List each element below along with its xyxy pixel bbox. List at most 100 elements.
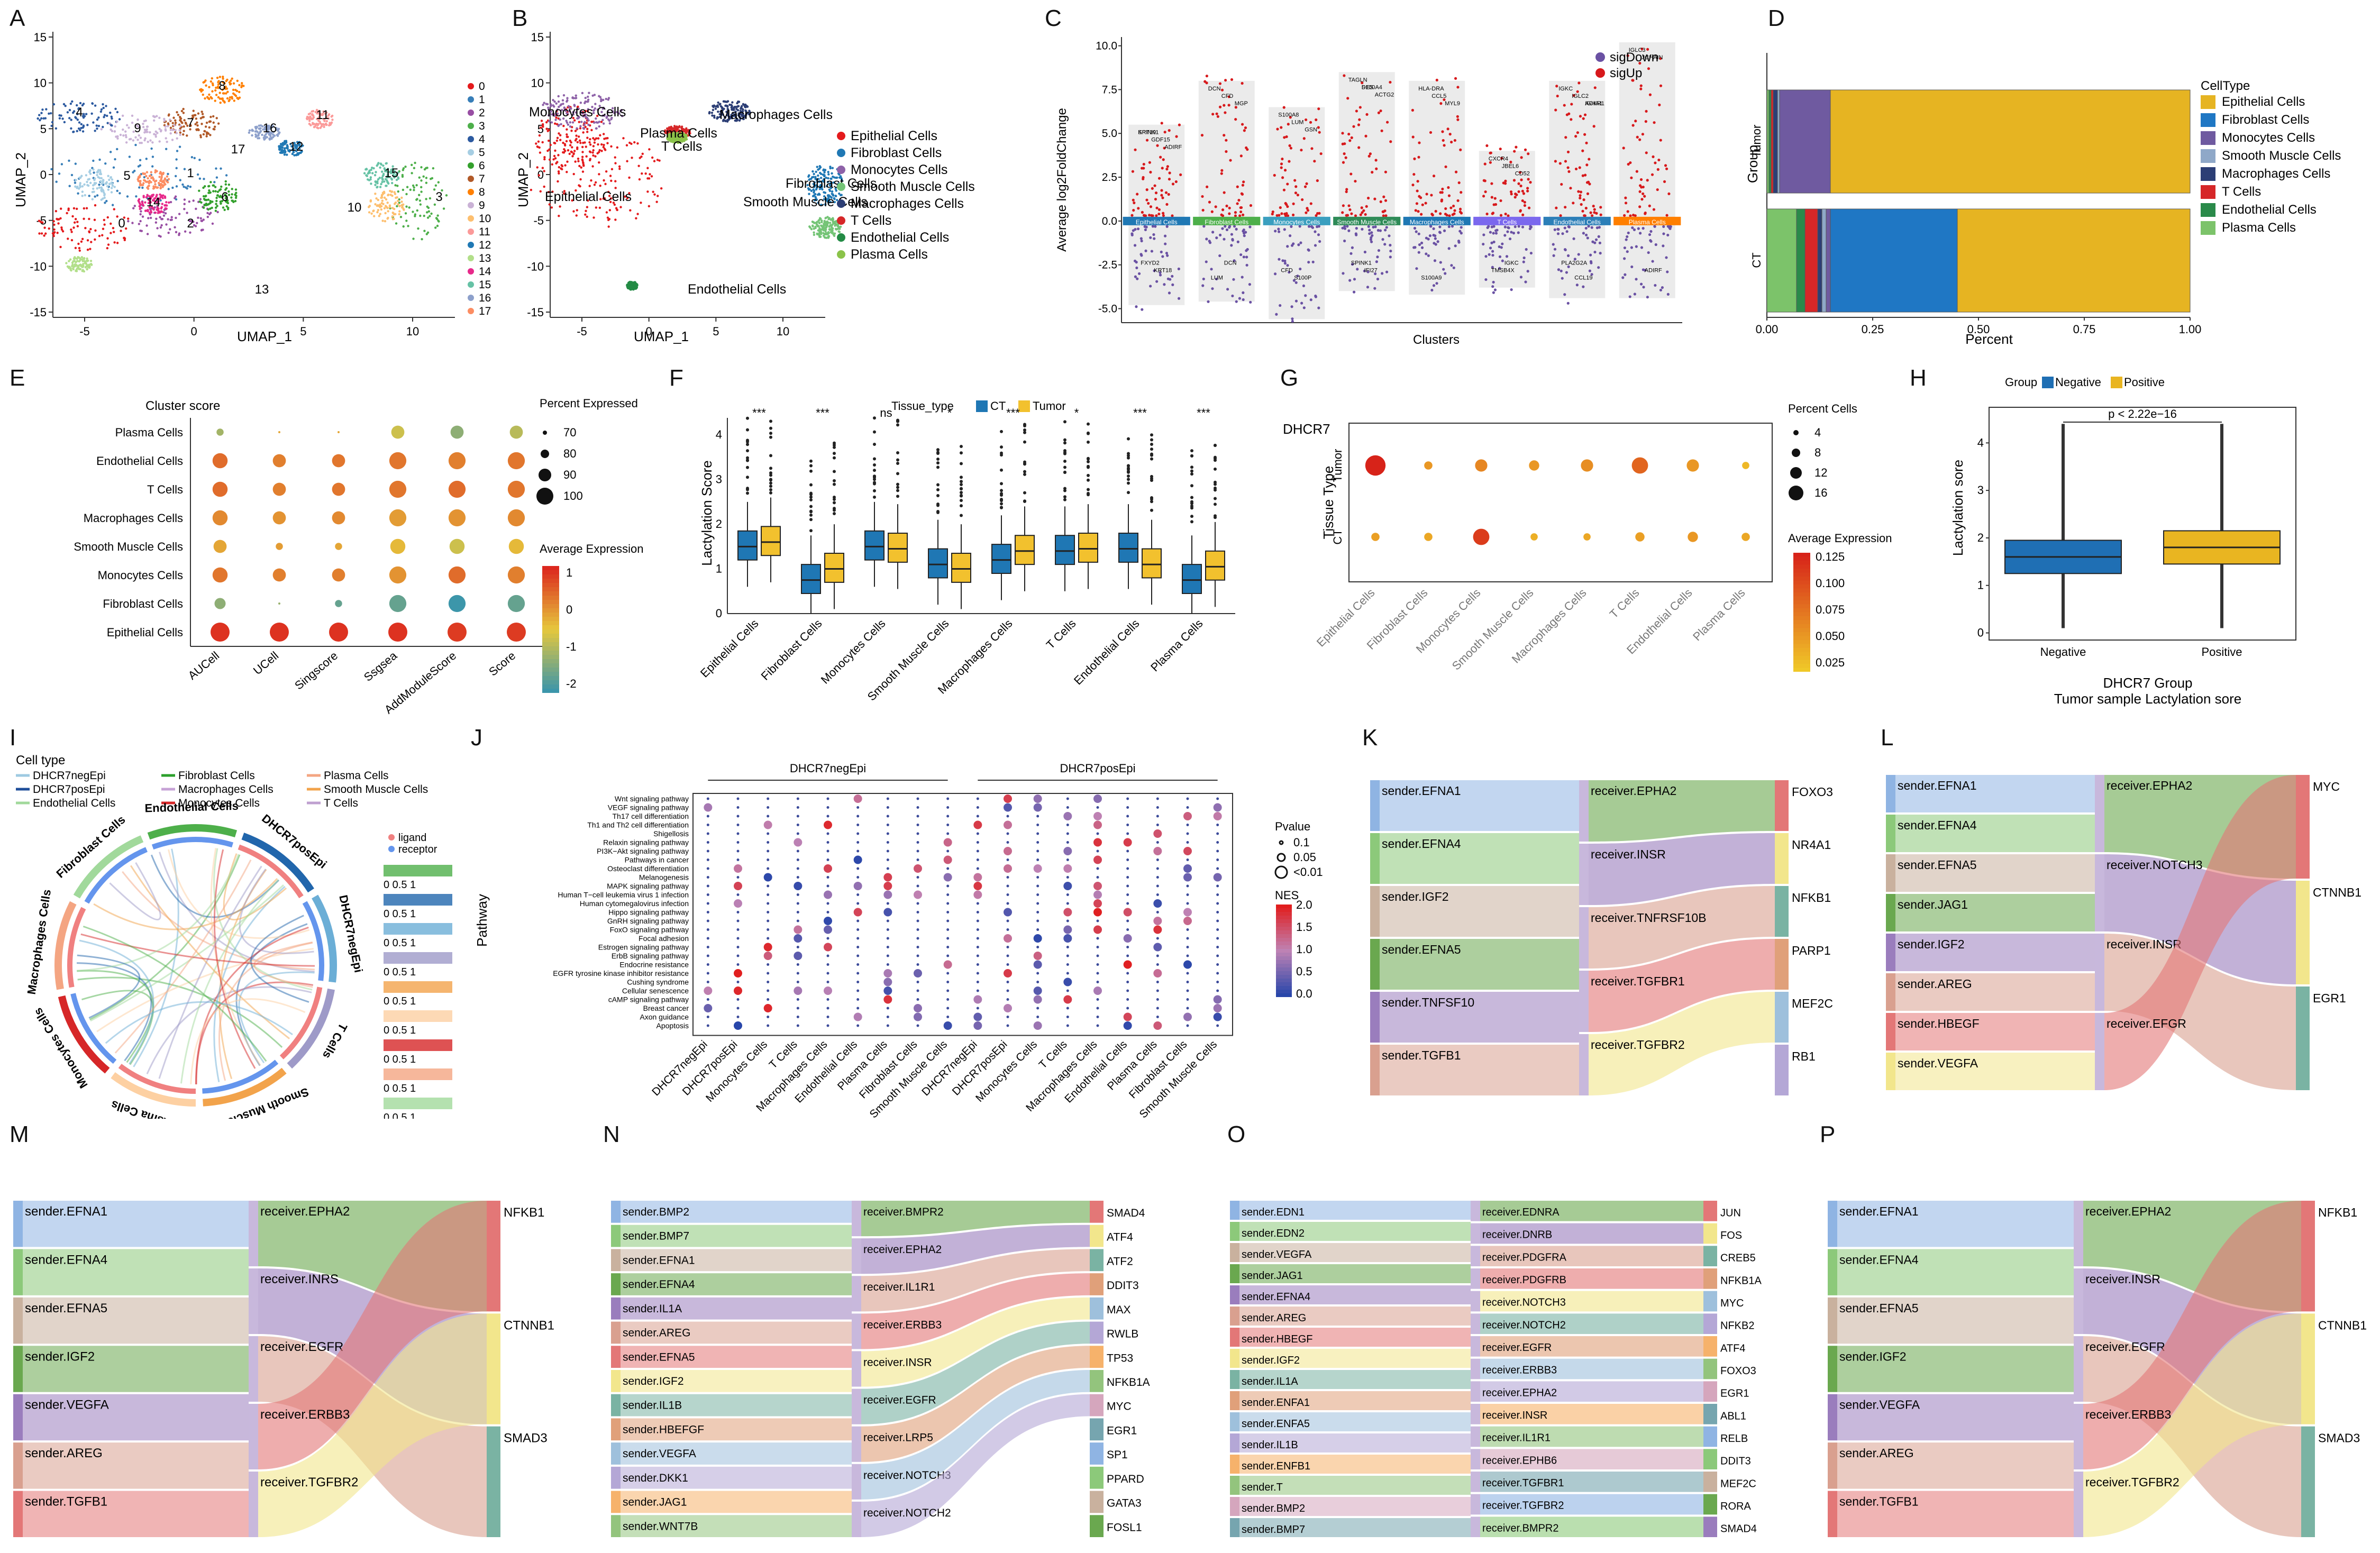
b-legend-label: Endothelial Cells — [851, 230, 949, 245]
b-cell-point — [598, 121, 601, 123]
a-cell-point — [281, 150, 285, 153]
b-cell-point — [616, 146, 619, 149]
a-cell-point — [396, 205, 398, 208]
i-legend-label: T Cells — [324, 797, 358, 809]
b-cell-point — [548, 114, 550, 117]
c-gene-point — [1384, 199, 1388, 202]
c-gene-point — [1489, 151, 1492, 154]
b-cell-point — [818, 171, 822, 175]
j-dot — [826, 876, 829, 879]
f-outlier — [873, 482, 876, 486]
a-cell-point — [214, 190, 217, 193]
b-cell-point — [835, 176, 837, 179]
c-gene-point — [1645, 151, 1648, 154]
a-cell-point — [122, 134, 125, 137]
b-cell-point — [731, 101, 734, 104]
a-cell-point — [78, 268, 80, 271]
e-row-label: Plasma Cells — [115, 426, 183, 439]
a-cell-point — [183, 130, 185, 132]
e-color-tick: -1 — [566, 640, 577, 653]
c-gene-label-down: FXYD2 — [1141, 260, 1159, 267]
j-dot — [826, 884, 829, 888]
b-cell-point — [816, 180, 819, 183]
e-dot — [212, 481, 228, 497]
a-cell-point — [116, 189, 118, 193]
c-gene-point — [1141, 308, 1144, 311]
a-cell-point — [86, 268, 88, 270]
b-cell-point — [646, 167, 649, 169]
c-gene-point — [1348, 139, 1352, 142]
c-gene-label-up: MYL9 — [1445, 101, 1460, 107]
c-gene-point — [1388, 234, 1391, 237]
a-cell-point — [223, 82, 226, 85]
a-cell-point — [237, 97, 240, 101]
a-xtick-label: 5 — [300, 325, 306, 338]
a-cell-point — [151, 199, 154, 202]
c-gene-point — [1160, 194, 1163, 197]
a-cluster-label: 13 — [255, 282, 269, 297]
i-ring-segment — [241, 833, 314, 893]
j-dot — [946, 884, 950, 888]
a-cell-point — [138, 223, 141, 225]
a-cell-point — [394, 193, 397, 195]
a-cell-point — [372, 215, 376, 217]
a-legend-swatch — [468, 255, 474, 261]
a-cell-point — [391, 207, 394, 209]
a-cell-point — [186, 212, 188, 214]
b-cell-point — [608, 122, 612, 125]
d-ylabel: Group — [1745, 145, 1761, 183]
b-cell-point — [583, 123, 586, 126]
a-cell-point — [174, 195, 177, 198]
b-cell-point — [826, 222, 829, 225]
a-cell-point — [78, 121, 81, 124]
f-outlier — [1127, 456, 1130, 460]
a-cell-point — [138, 186, 141, 189]
a-cell-point — [68, 117, 71, 120]
b-cell-point — [726, 107, 729, 111]
a-cell-point — [83, 183, 86, 186]
i-lr-label: receptor — [398, 844, 437, 855]
c-gene-point — [1665, 167, 1668, 170]
c-gene-point — [1379, 200, 1382, 204]
a-cell-point — [101, 182, 103, 185]
c-gene-point — [1577, 81, 1581, 85]
b-cell-point — [822, 227, 825, 230]
a-cell-point — [214, 186, 217, 188]
j-dot — [1036, 876, 1039, 879]
e-title: Cluster score — [145, 399, 220, 413]
b-cell-point — [736, 119, 738, 122]
b-cell-point — [581, 159, 584, 162]
a-cell-point — [232, 82, 235, 85]
b-cell-point — [574, 139, 577, 142]
c-gene-point — [1211, 287, 1214, 290]
c-gene-point — [1293, 179, 1297, 182]
b-cell-point — [566, 133, 568, 136]
c-gene-point — [1315, 214, 1318, 217]
b-legend-label: T Cells — [851, 213, 891, 228]
b-cell-point — [536, 145, 539, 148]
b-cell-point — [587, 199, 589, 202]
panel-i-chord: Cell type DHCR7negEpi Fibroblast Cells Pla… — [16, 753, 452, 1119]
a-cell-point — [89, 228, 92, 231]
a-cell-point — [234, 88, 237, 92]
a-cell-point — [96, 171, 98, 173]
c-gene-point — [1639, 178, 1643, 181]
b-cell-point — [571, 199, 573, 202]
c-gene-point — [1166, 165, 1169, 168]
a-cell-point — [141, 200, 143, 203]
a-cell-point — [75, 179, 77, 181]
e-dot — [448, 595, 466, 613]
a-cell-point — [306, 115, 309, 118]
a-cell-point — [404, 165, 407, 168]
c-gene-point — [1425, 193, 1428, 196]
c-gene-point — [1318, 240, 1321, 243]
a-cell-point — [283, 147, 286, 150]
c-gene-point — [1581, 174, 1584, 177]
a-cell-point — [77, 107, 80, 111]
b-cell-point — [822, 234, 825, 237]
j-dot — [1126, 858, 1129, 861]
a-cell-point — [278, 148, 281, 151]
a-cell-point — [197, 129, 200, 132]
b-cell-point — [588, 150, 591, 153]
a-cell-point — [415, 184, 418, 187]
